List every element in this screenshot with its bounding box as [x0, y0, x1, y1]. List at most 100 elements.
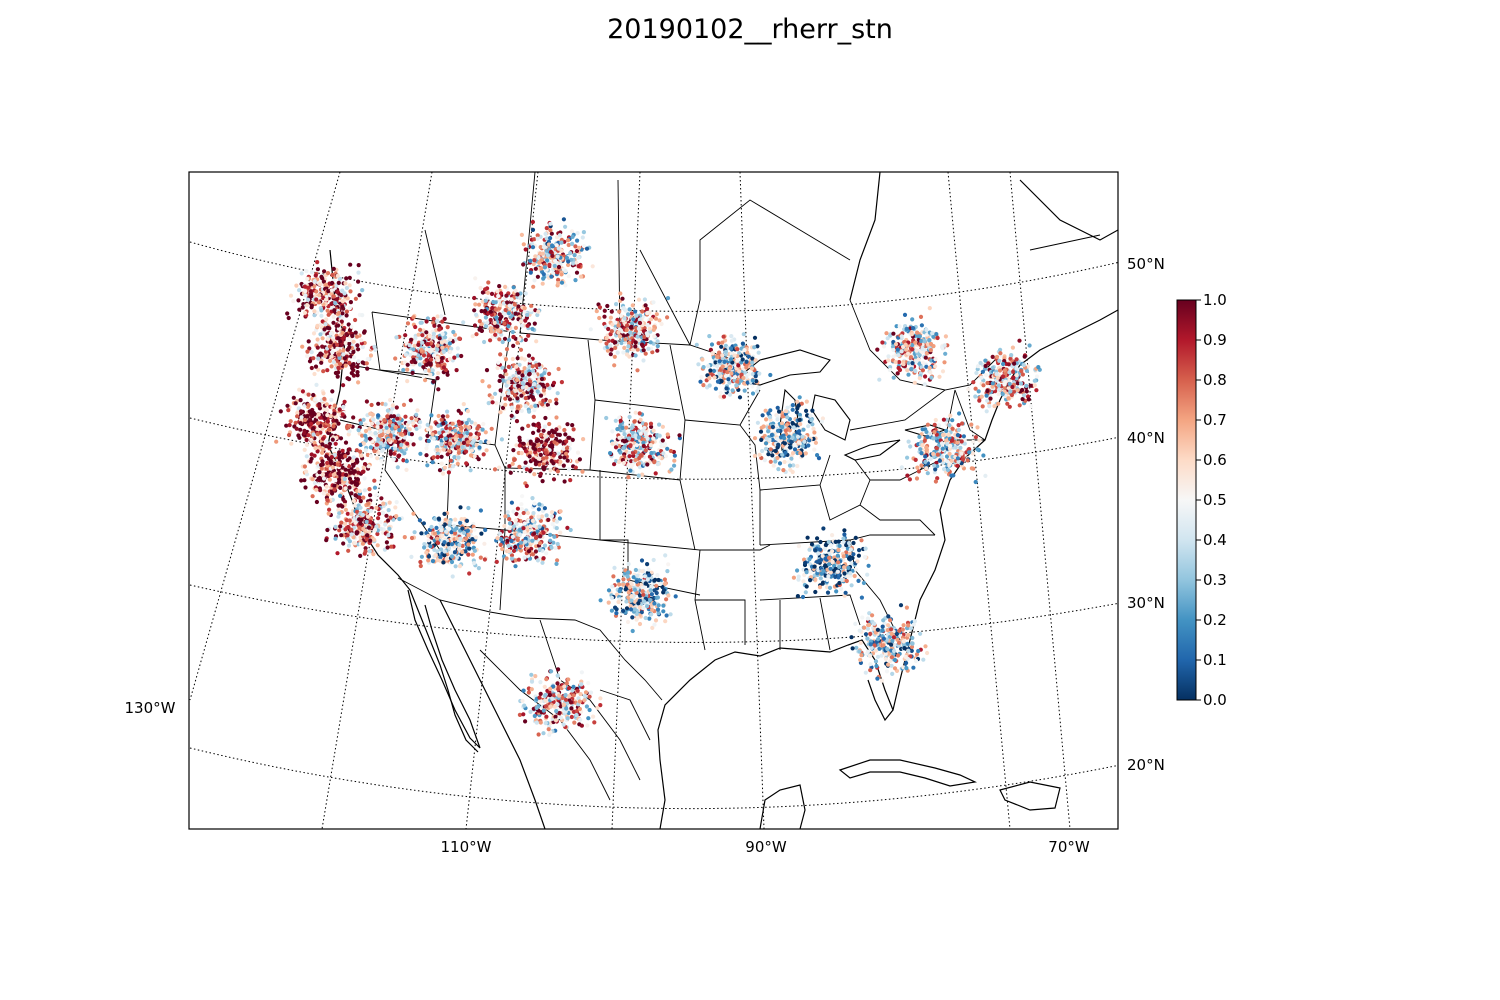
station-point [305, 276, 310, 281]
station-point [807, 438, 812, 443]
station-point [624, 327, 629, 333]
station-point [509, 297, 514, 302]
station-point [349, 532, 354, 537]
station-point [367, 487, 372, 492]
station-point [324, 317, 329, 322]
station-point [806, 424, 811, 429]
station-point [297, 307, 302, 312]
station-point [609, 329, 614, 334]
station-point [319, 313, 324, 318]
station-point [323, 353, 328, 359]
station-point [783, 450, 788, 455]
station-point [361, 526, 366, 531]
station-point [657, 422, 662, 427]
station-point [298, 427, 303, 432]
station-point [444, 556, 449, 561]
station-point [729, 371, 734, 376]
station-point [802, 439, 807, 444]
station-point [842, 571, 847, 576]
station-point [641, 443, 646, 449]
station-point [837, 564, 842, 570]
station-point [780, 414, 785, 419]
station-point [469, 448, 474, 453]
meridian-80w [947, 172, 1011, 829]
station-point [643, 448, 648, 453]
station-point [379, 448, 385, 453]
station-point [723, 349, 729, 354]
station-point [645, 562, 650, 567]
station-point [309, 294, 314, 299]
station-point [811, 426, 816, 431]
station-point [777, 409, 782, 414]
station-point [342, 476, 347, 482]
station-point [336, 471, 341, 476]
station-point [728, 357, 734, 362]
station-point [332, 487, 337, 492]
station-point [352, 355, 357, 360]
station-point [479, 531, 484, 536]
station-point [347, 341, 352, 346]
station-point [597, 305, 603, 310]
station-point [340, 412, 345, 417]
station-point [635, 368, 640, 373]
station-point [804, 399, 809, 404]
station-point [836, 539, 841, 544]
station-point [336, 352, 341, 357]
station-point [807, 557, 812, 562]
station-point [324, 402, 329, 407]
station-point [652, 334, 657, 339]
station-point [412, 339, 418, 344]
station-point [655, 344, 660, 349]
lake-superior [733, 349, 831, 386]
station-point [498, 542, 503, 548]
station-point [343, 486, 348, 491]
station-point [716, 341, 721, 346]
station-point [343, 467, 348, 472]
station-point [612, 363, 617, 368]
station-point [806, 443, 811, 448]
station-point [617, 435, 622, 440]
station-point [455, 346, 460, 351]
station-point [425, 433, 430, 438]
station-point [418, 436, 423, 441]
station-point [368, 454, 374, 459]
station-point [659, 321, 664, 327]
station-point [805, 535, 810, 540]
station-point [320, 344, 325, 349]
station-point [785, 405, 790, 410]
station-point [852, 573, 857, 579]
station-point [614, 302, 619, 307]
station-point [713, 386, 719, 391]
station-point [445, 325, 450, 330]
station-point [459, 426, 464, 431]
station-point [342, 399, 347, 404]
station-point [375, 424, 380, 430]
station-point [782, 441, 788, 446]
station-point [651, 327, 656, 332]
station-point [347, 485, 352, 490]
station-point [429, 413, 434, 418]
station-point [533, 374, 538, 379]
station-point [488, 309, 493, 314]
station-point [503, 357, 509, 362]
station-point [547, 399, 553, 404]
station-point [621, 446, 626, 451]
station-point [602, 308, 607, 313]
station-point [499, 401, 504, 406]
station-point [435, 314, 440, 319]
station-point [493, 391, 498, 396]
station-point [521, 526, 526, 531]
station-point [416, 342, 421, 347]
station-point [440, 414, 446, 419]
station-point [617, 334, 623, 339]
station-point [620, 425, 625, 430]
station-point [458, 434, 463, 439]
station-point [533, 458, 538, 463]
station-point [420, 340, 425, 345]
station-point [497, 312, 502, 317]
station-point [515, 340, 520, 345]
station-point [383, 522, 388, 527]
station-point [540, 560, 545, 565]
station-point [321, 279, 326, 284]
station-point [451, 464, 456, 469]
